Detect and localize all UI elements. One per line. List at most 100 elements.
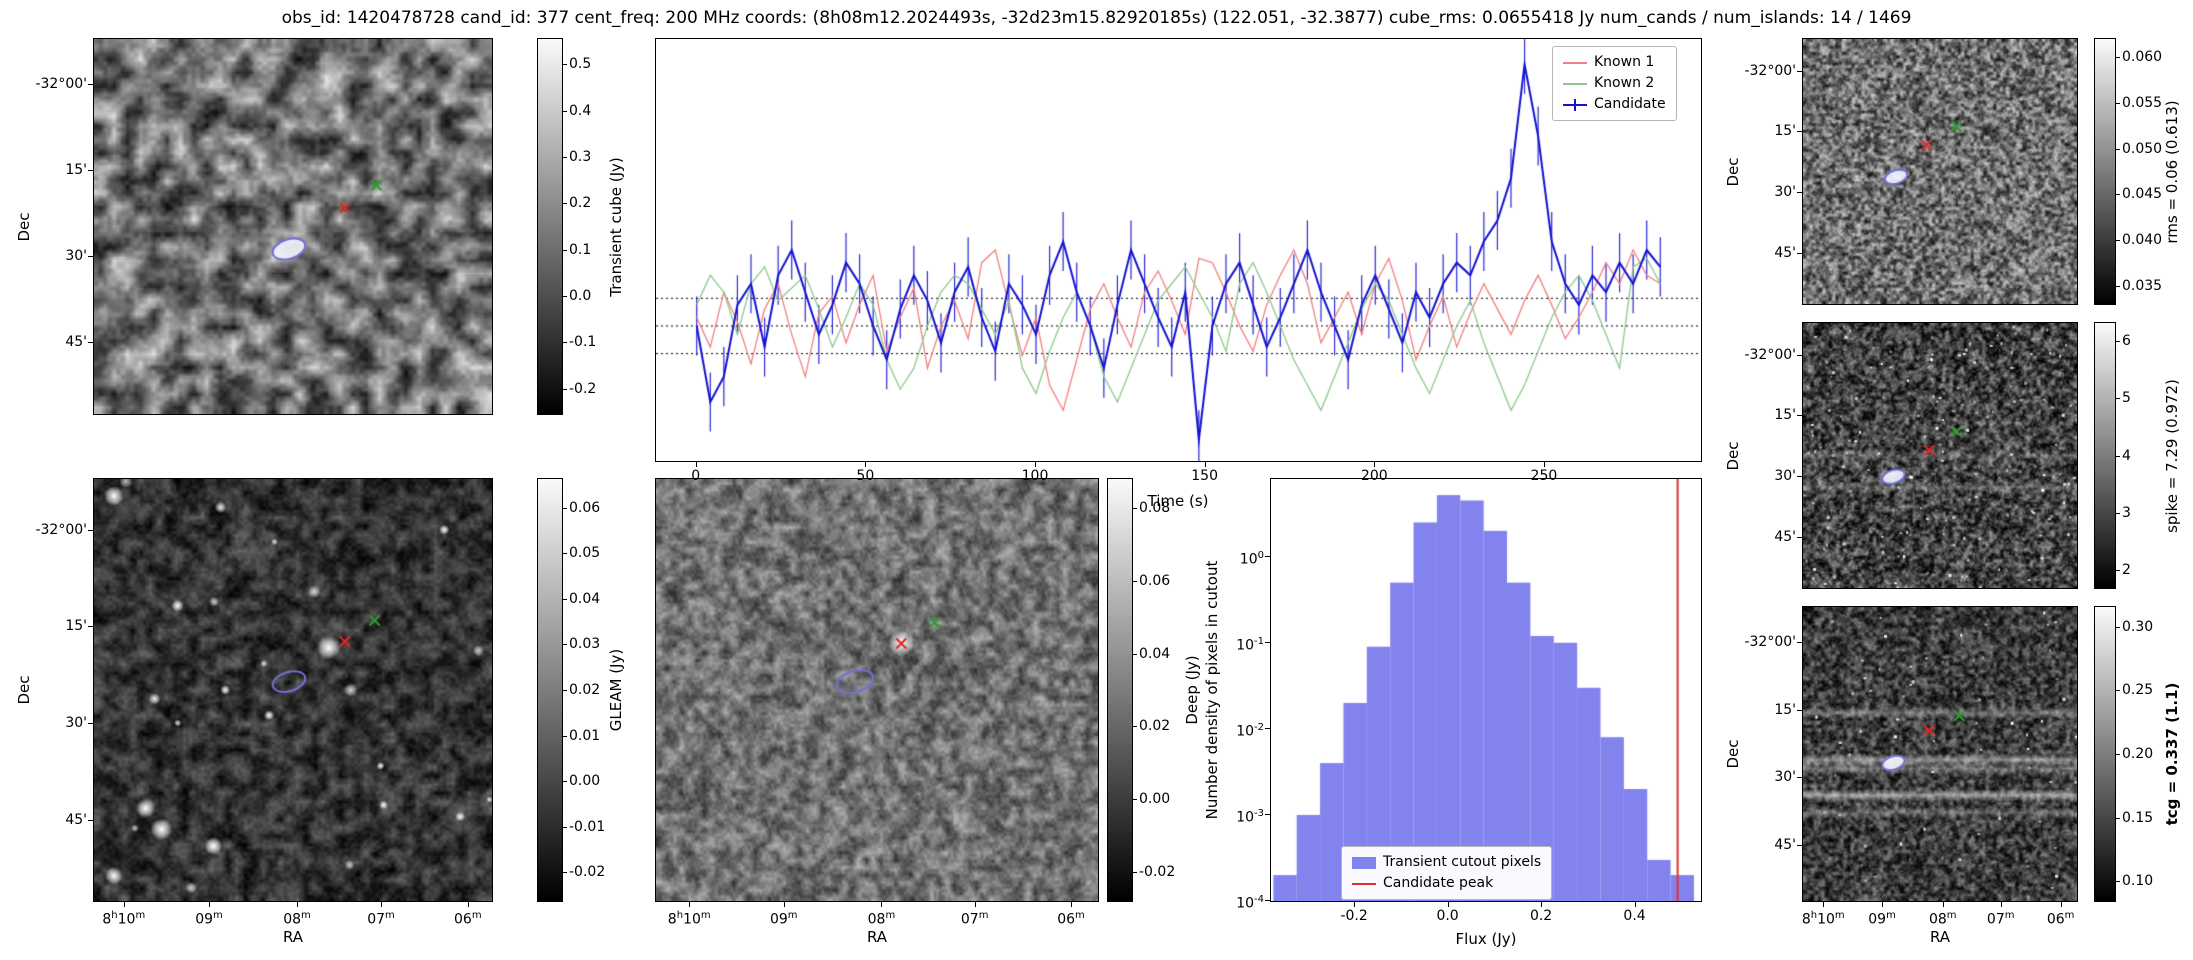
density-tick-label: 10-4 [1236, 894, 1264, 912]
density-tick-label: 10-3 [1236, 807, 1264, 826]
deep-colorbar-label: Deep (Jy) [1183, 655, 1201, 725]
tick-mark [2116, 398, 2120, 400]
gleam-panel [93, 478, 493, 902]
tick-mark [1942, 902, 1944, 907]
time-tick-label: 250 [1530, 468, 1558, 484]
dec-tick-label: -32°00' [1744, 346, 1796, 363]
tick-mark [1204, 462, 1206, 467]
tick-mark [1265, 900, 1270, 901]
legend-entry: Candidate peak [1352, 873, 1541, 894]
legend-swatch [1352, 856, 1376, 870]
transient-cube-panel [93, 38, 493, 415]
tick-mark [88, 723, 93, 725]
colorbar-tick-label: 0.15 [2122, 809, 2154, 826]
tick-mark [88, 84, 93, 86]
time-tick-label: 150 [1191, 468, 1218, 484]
tcg-image-canvas [1803, 607, 2077, 901]
colorbar-tick-label: 0.050 [2122, 140, 2163, 157]
ra-tick-label: 06m [1057, 910, 1085, 928]
colorbar-tick-label: 0.00 [569, 773, 601, 790]
dec-axis-label: Dec [15, 212, 33, 242]
dec-tick-label: -32°00' [1744, 634, 1796, 651]
dec-tick-label: 30' [1774, 468, 1796, 485]
colorbar-tick-label: 0.08 [1139, 499, 1171, 516]
colorbar-tick-label: 0.10 [2122, 873, 2154, 890]
spike-colorbar [2094, 322, 2116, 589]
dec-tick-label: 15' [65, 618, 87, 635]
gleam-image-canvas [94, 479, 492, 901]
dec-tick-label: 45' [65, 333, 87, 350]
tick-mark [563, 553, 567, 555]
dec-tick-label: 15' [1774, 701, 1796, 718]
tick-mark [1133, 726, 1137, 728]
tick-mark [88, 626, 93, 628]
tick-mark [783, 902, 785, 907]
tick-mark [1823, 902, 1825, 907]
flux-tick-label: 0.4 [1623, 908, 1646, 924]
density-tick-label: 10-2 [1236, 721, 1264, 740]
tick-mark [1797, 354, 1802, 356]
histogram-xlabel: Flux (Jy) [1455, 930, 1517, 948]
tick-mark [2116, 240, 2120, 242]
tick-mark [2116, 148, 2120, 150]
dec-axis-label: Dec [15, 675, 33, 705]
legend-label: Candidate [1594, 96, 1666, 112]
tick-mark [2060, 902, 2062, 907]
tick-mark [381, 902, 382, 907]
flux-tick-label: 0.2 [1529, 908, 1553, 924]
flux-tick-label: 0.0 [1436, 908, 1459, 924]
flux-tick-label: -0.2 [1340, 908, 1368, 924]
gleam-colorbar [537, 478, 563, 902]
legend-line [1563, 61, 1587, 64]
dec-tick-label: -32°00' [1744, 62, 1796, 79]
legend-swatch [1563, 56, 1587, 70]
tick-mark [1374, 462, 1376, 467]
dec-tick-label: 30' [1774, 184, 1796, 201]
colorbar-tick-label: 0.1 [569, 241, 592, 258]
colorbar-tick-label: 0.045 [2122, 186, 2163, 203]
tick-mark [2116, 881, 2120, 883]
time-tick-label: 50 [856, 468, 875, 484]
ra-tick-label: 08m [283, 910, 311, 928]
colorbar-tick-label: 0.04 [1139, 645, 1171, 662]
tick-mark [88, 530, 93, 532]
legend-swatch [1352, 877, 1376, 891]
lightcurve-canvas [656, 39, 1701, 461]
ra-tick-label: 8h10m [1801, 910, 1845, 928]
colorbar-tick-label: -0.02 [1139, 864, 1176, 881]
dec-tick-label: 45' [1774, 529, 1796, 546]
legend-entry: Known 2 [1563, 73, 1666, 94]
tick-mark [2000, 902, 2002, 907]
colorbar-tick-label: -0.1 [569, 334, 597, 351]
spike-panel [1802, 322, 2078, 589]
colorbar-tick-label: 0.040 [2122, 232, 2163, 249]
colorbar-tick-label: 0.05 [569, 545, 601, 562]
legend-patch [1352, 856, 1376, 869]
tick-mark [88, 255, 93, 257]
ra-tick-label: 07m [367, 910, 395, 928]
tick-mark [563, 342, 567, 344]
tick-mark [695, 462, 697, 467]
ra-axis-label: RA [1929, 928, 1951, 946]
histogram-panel [1270, 478, 1702, 902]
lightcurve-legend: Known 1 Known 2 Candidate [1552, 46, 1677, 121]
rms-colorbar [2094, 38, 2116, 305]
colorbar-tick-label: 0.02 [1139, 718, 1171, 735]
tick-mark [1354, 902, 1356, 907]
density-tick-label: 100 [1239, 549, 1264, 568]
tick-mark [1541, 902, 1543, 907]
tick-mark [1797, 131, 1802, 133]
dec-axis-label: Dec [1724, 157, 1742, 187]
legend-line [1352, 882, 1376, 885]
histogram-legend: Transient cutout pixels Candidate peak [1341, 846, 1553, 900]
spike-image-canvas [1803, 323, 2077, 588]
tick-mark [1797, 476, 1802, 478]
colorbar-tick-label: 0.5 [569, 56, 592, 73]
colorbar-tick-label: 0.035 [2122, 278, 2163, 295]
tick-mark [563, 872, 567, 874]
tick-mark [1797, 537, 1802, 539]
tick-mark [1071, 902, 1073, 907]
tick-mark [2116, 690, 2120, 692]
colorbar-tick-label: 0.060 [2122, 48, 2163, 65]
colorbar-tick-label: 0.055 [2122, 94, 2163, 111]
